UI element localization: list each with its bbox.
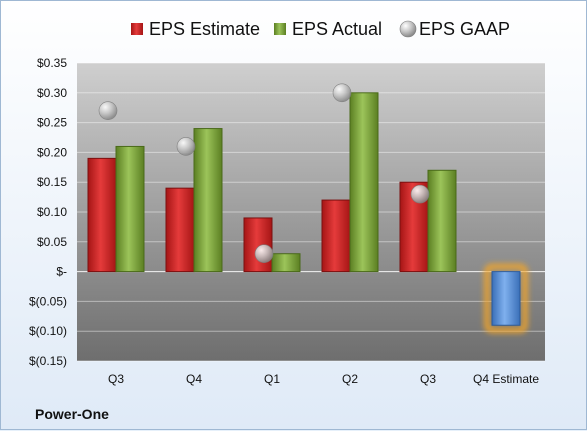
y-tick-label: $(0.10) bbox=[29, 324, 67, 338]
gridlines bbox=[77, 62, 545, 362]
y-tick-label: $- bbox=[56, 265, 67, 279]
eps-gaap-point bbox=[332, 83, 352, 103]
legend-label: EPS Estimate bbox=[149, 19, 260, 39]
y-axis: $0.35 $0.30 $0.25 $0.20 $0.15 $0.10 $0.05 $- $(0… bbox=[29, 56, 67, 368]
legend: EPS Estimate EPS Actual EPS GAAP bbox=[131, 19, 510, 39]
x-tick-label: Q2 bbox=[342, 372, 358, 386]
company-name: Power-One bbox=[35, 406, 109, 422]
plot-area bbox=[77, 63, 545, 361]
y-tick-label: $0.25 bbox=[37, 116, 67, 130]
eps-actual-bar bbox=[427, 169, 457, 273]
legend-swatch bbox=[274, 23, 286, 35]
x-tick-label: Q3 bbox=[420, 372, 436, 386]
y-tick-label: $0.10 bbox=[37, 205, 67, 219]
bars bbox=[87, 83, 528, 334]
q4-estimate-highlight bbox=[484, 263, 528, 334]
legend-label: EPS Actual bbox=[292, 19, 382, 39]
eps-actual-bar bbox=[193, 128, 223, 273]
eps-gaap-point bbox=[410, 184, 430, 204]
eps-estimate-bar bbox=[87, 157, 117, 273]
q4-estimate-bar bbox=[491, 271, 521, 326]
y-tick-label: $(0.15) bbox=[29, 354, 67, 368]
x-tick-label: Q4 bbox=[186, 372, 202, 386]
x-tick-label: Q3 bbox=[108, 372, 124, 386]
y-tick-label: $0.35 bbox=[37, 56, 67, 70]
eps-actual-bar bbox=[115, 145, 145, 273]
eps-estimate-bar bbox=[243, 217, 273, 273]
eps-gaap-point bbox=[176, 137, 196, 156]
eps-estimate-bar bbox=[321, 199, 351, 273]
eps-actual-bar bbox=[271, 253, 301, 273]
legend-label: EPS GAAP bbox=[419, 19, 510, 39]
legend-swatch bbox=[131, 23, 143, 35]
eps-actual-bar bbox=[349, 92, 379, 273]
x-tick-label: Q1 bbox=[264, 372, 280, 386]
y-tick-label: $(0.05) bbox=[29, 294, 67, 308]
legend-eps-actual: EPS Actual bbox=[274, 19, 382, 39]
y-tick-label: $0.20 bbox=[37, 145, 67, 159]
y-tick-label: $0.15 bbox=[37, 175, 67, 189]
legend-swatch bbox=[399, 20, 417, 38]
x-tick-label: Q4 Estimate bbox=[473, 372, 539, 386]
y-tick-label: $0.05 bbox=[37, 235, 67, 249]
eps-gaap-point bbox=[254, 244, 274, 264]
eps-estimate-bar bbox=[165, 187, 195, 273]
y-tick-label: $0.30 bbox=[37, 86, 67, 100]
x-axis: Q3 Q4 Q1 Q2 Q3 Q4 Estimate bbox=[108, 372, 539, 386]
legend-eps-gaap: EPS GAAP bbox=[399, 19, 510, 39]
eps-gaap-point bbox=[98, 101, 118, 120]
legend-eps-estimate: EPS Estimate bbox=[131, 19, 260, 39]
